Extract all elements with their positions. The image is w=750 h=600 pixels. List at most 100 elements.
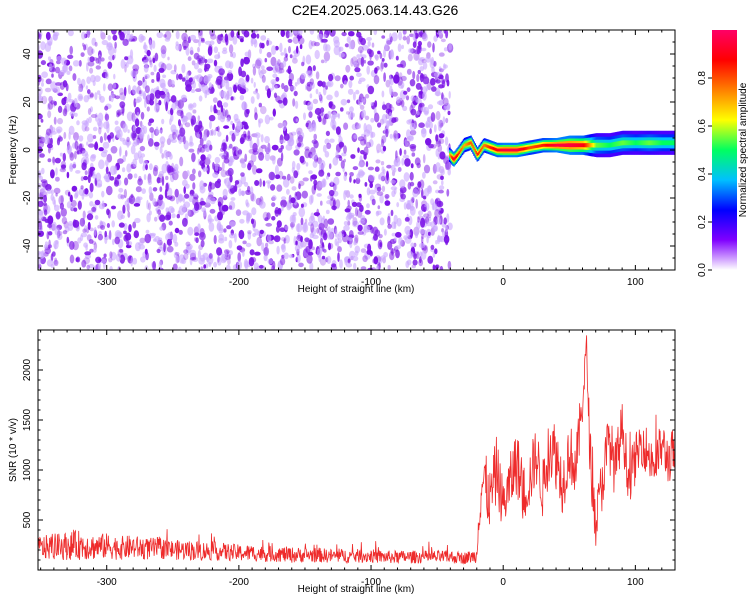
signal-ridge-cell xyxy=(573,143,576,148)
signal-ridge-cell xyxy=(551,143,554,147)
noise-speckle xyxy=(260,65,265,70)
signal-ridge-cell xyxy=(673,140,675,146)
noise-speckle xyxy=(239,218,245,224)
noise-speckle xyxy=(332,156,339,166)
noise-speckle xyxy=(88,263,95,269)
signal-ridge-cell xyxy=(507,148,509,152)
noise-speckle xyxy=(438,66,442,72)
noise-speckle xyxy=(104,236,108,245)
noise-speckle xyxy=(311,185,316,195)
noise-speckle xyxy=(84,251,92,256)
noise-speckle xyxy=(99,136,103,144)
noise-speckle xyxy=(162,74,167,79)
noise-speckle xyxy=(43,194,47,203)
noise-speckle xyxy=(258,264,264,269)
noise-speckle xyxy=(41,78,44,83)
signal-ridge-cell xyxy=(478,150,481,154)
noise-speckle xyxy=(395,131,399,141)
signal-ridge-cell xyxy=(570,143,573,148)
noise-speckle xyxy=(421,234,425,240)
noise-speckle xyxy=(264,136,270,144)
noise-speckle xyxy=(154,216,158,222)
noise-speckle xyxy=(433,60,437,67)
noise-speckle xyxy=(178,119,181,127)
noise-speckle xyxy=(232,36,238,45)
noise-speckle xyxy=(337,246,342,253)
noise-speckle xyxy=(183,36,187,44)
noise-speckle xyxy=(356,54,361,59)
noise-speckle xyxy=(127,84,131,95)
noise-speckle xyxy=(435,110,441,121)
noise-speckle xyxy=(370,117,375,123)
signal-ridge-cell xyxy=(479,149,482,152)
noise-speckle xyxy=(346,99,351,104)
signal-ridge-cell xyxy=(509,148,511,152)
signal-ridge-cell xyxy=(640,140,642,146)
noise-speckle xyxy=(191,152,196,163)
noise-speckle xyxy=(240,172,245,177)
noise-speckle xyxy=(316,227,319,234)
signal-ridge-cell xyxy=(628,140,631,146)
noise-speckle xyxy=(313,212,321,217)
noise-speckle xyxy=(421,33,428,42)
noise-speckle xyxy=(167,231,174,240)
noise-speckle xyxy=(206,197,211,205)
noise-speckle xyxy=(386,40,392,45)
noise-speckle xyxy=(356,123,362,129)
noise-speckle xyxy=(329,30,336,37)
noise-speckle xyxy=(69,152,75,161)
noise-speckle xyxy=(345,64,351,73)
noise-speckle xyxy=(139,90,142,95)
signal-ridge-cell xyxy=(495,148,498,152)
noise-speckle xyxy=(160,82,166,89)
noise-speckle xyxy=(165,175,169,181)
noise-speckle xyxy=(188,141,194,147)
noise-speckle xyxy=(148,138,154,147)
noise-speckle xyxy=(349,239,353,249)
noise-speckle xyxy=(356,72,362,78)
noise-speckle xyxy=(41,167,45,175)
noise-speckle xyxy=(47,215,54,225)
signal-ridge-cell xyxy=(493,147,495,151)
noise-speckle xyxy=(224,250,227,259)
noise-speckle xyxy=(375,265,380,270)
noise-speckle xyxy=(310,212,315,221)
noise-speckle xyxy=(43,203,48,213)
noise-speckle xyxy=(55,86,60,94)
noise-speckle xyxy=(76,150,83,155)
noise-speckle xyxy=(117,158,124,164)
noise-speckle xyxy=(254,180,260,186)
noise-speckle xyxy=(283,252,289,260)
noise-speckle xyxy=(146,213,151,223)
noise-speckle xyxy=(263,254,268,262)
noise-speckle xyxy=(188,194,194,203)
noise-speckle xyxy=(54,66,61,74)
noise-speckle xyxy=(153,64,157,72)
noise-speckle xyxy=(158,194,164,201)
noise-speckle xyxy=(169,153,173,160)
noise-speckle xyxy=(229,174,233,183)
noise-speckle xyxy=(119,137,126,142)
colorbar-tick-label: 0.8 xyxy=(697,71,708,85)
noise-speckle xyxy=(217,100,223,108)
noise-speckle xyxy=(259,178,262,188)
noise-speckle xyxy=(38,218,42,228)
signal-ridge-cell xyxy=(459,149,462,153)
noise-speckle xyxy=(40,118,44,123)
signal-ridge-cell xyxy=(584,143,586,148)
noise-speckle xyxy=(327,110,332,119)
noise-speckle xyxy=(39,175,43,181)
noise-speckle xyxy=(298,183,301,190)
signal-ridge-cell xyxy=(590,143,593,148)
noise-speckle xyxy=(80,185,84,190)
noise-speckle xyxy=(357,147,360,153)
noise-speckle xyxy=(38,141,45,148)
signal-ridge-cell xyxy=(533,145,536,149)
noise-speckle xyxy=(156,71,161,82)
noise-speckle xyxy=(265,222,273,227)
noise-speckle xyxy=(446,79,450,87)
noise-speckle xyxy=(368,175,376,182)
noise-speckle xyxy=(418,242,426,249)
noise-speckle xyxy=(283,56,289,62)
